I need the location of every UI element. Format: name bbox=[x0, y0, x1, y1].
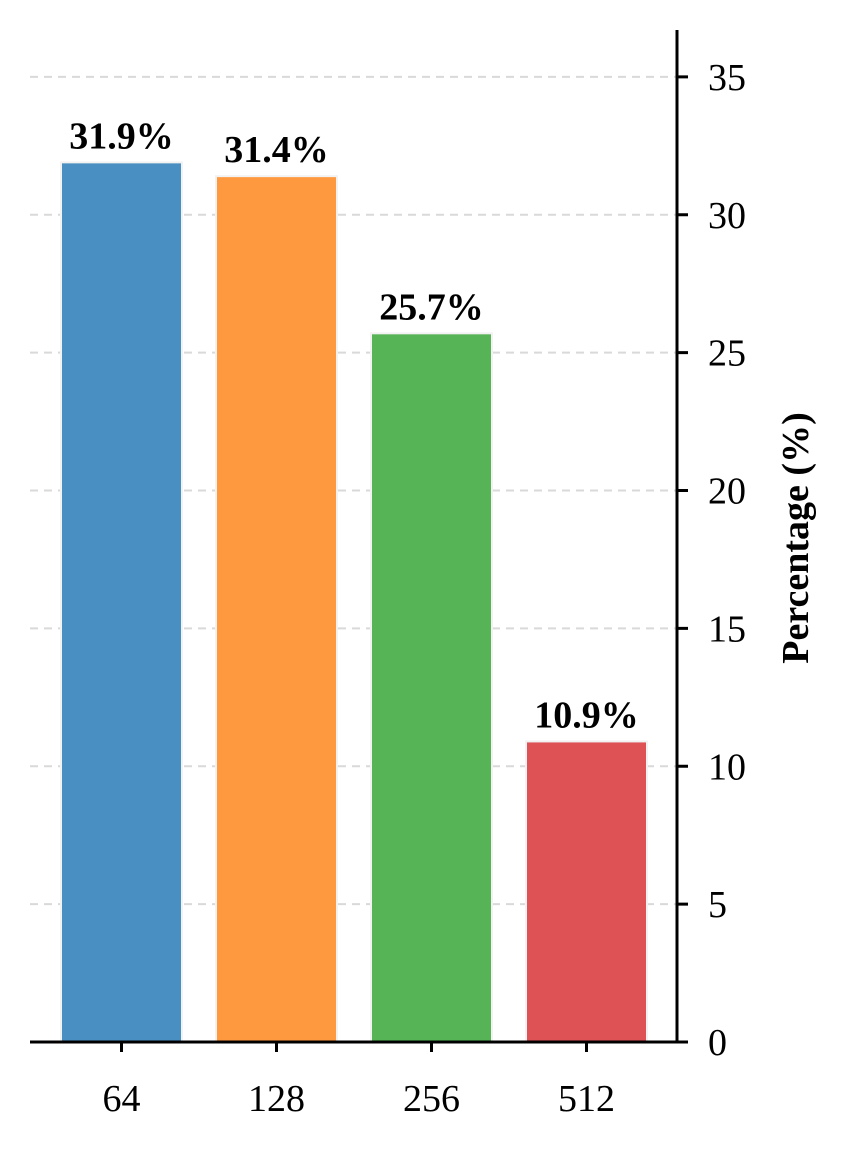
axes: 64 128 256 512 0 5 10 15 20 25 30 35 bbox=[30, 30, 746, 1120]
y-tick-label: 15 bbox=[708, 608, 746, 650]
bar-value-label: 10.9% bbox=[534, 694, 639, 736]
y-tick-label: 0 bbox=[708, 1022, 727, 1064]
y-tick-label: 30 bbox=[708, 195, 746, 237]
bar-value-label: 31.9% bbox=[69, 115, 174, 157]
x-tick-label: 128 bbox=[248, 1078, 305, 1120]
x-tick-label: 256 bbox=[403, 1078, 460, 1120]
bar-512 bbox=[525, 740, 648, 1043]
x-tick-label: 512 bbox=[558, 1078, 615, 1120]
y-tick-label: 25 bbox=[708, 333, 746, 375]
bars bbox=[60, 161, 648, 1043]
y-axis-title: Percentage (%) bbox=[775, 412, 817, 663]
x-tick-label: 64 bbox=[103, 1078, 141, 1120]
bar-64 bbox=[60, 161, 183, 1043]
bar-value-label: 31.4% bbox=[224, 129, 329, 171]
y-tick-label: 10 bbox=[708, 746, 746, 788]
y-tick-label: 20 bbox=[708, 471, 746, 513]
bar-128 bbox=[215, 175, 338, 1043]
y-tick-label: 5 bbox=[708, 884, 727, 926]
data-labels: 31.9% 31.4% 25.7% 10.9% bbox=[69, 115, 639, 736]
bar-256 bbox=[370, 332, 493, 1043]
bar-value-label: 25.7% bbox=[379, 286, 484, 328]
y-tick-label: 35 bbox=[708, 57, 746, 99]
